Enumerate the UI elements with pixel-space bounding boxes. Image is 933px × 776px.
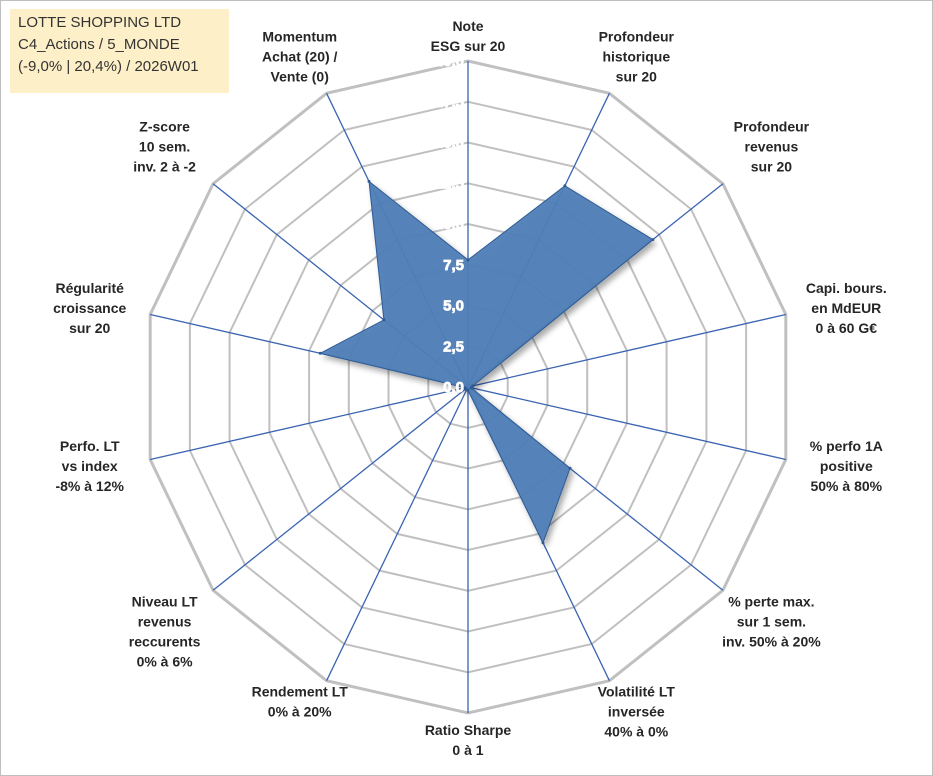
axis-label-line: Profondeur (734, 119, 810, 135)
axis-label-2: Profondeur revenus sur 20 (734, 119, 810, 175)
title-line-category: C4_Actions / 5_MONDE (18, 36, 180, 53)
axis-label-line: Niveau LT (132, 593, 198, 609)
axis-label-0: Note ESG sur 20 (431, 18, 506, 54)
axis-label-line: -8% à 12% (55, 478, 124, 494)
data-point-0 (466, 258, 470, 262)
axis-label-line: 0 à 60 G€ (816, 320, 878, 336)
data-point-13 (367, 179, 371, 183)
tick-label: 15,0 (435, 135, 464, 152)
data-point-1 (563, 184, 567, 188)
axis-label-line: Perfo. LT (60, 438, 120, 454)
data-point-10 (463, 386, 467, 390)
axis-label-line: Vente (0) (271, 68, 329, 84)
axis-label-line: revenus (745, 139, 799, 155)
tick-label: 0,0 (443, 379, 464, 396)
axis-label-line: Momentum (262, 28, 337, 44)
axis-label-3: Capi. bours. en MdEUR 0 à 60 G€ (806, 280, 887, 336)
axis-label-line: inversée (608, 704, 665, 720)
axis-label-12: Z-score 10 sem. inv. 2 à -2 (133, 119, 196, 175)
axis-label-line: Achat (20) / (262, 48, 338, 64)
axis-label-6: Volatilité LT inversée 40% à 0% (598, 684, 676, 740)
axis-label-13: Momentum Achat (20) / Vente (0) (262, 28, 338, 84)
spoke (326, 386, 469, 681)
axis-label-line: Volatilité LT (598, 684, 676, 700)
axis-label-line: revenus (138, 613, 192, 629)
axis-label-5: % perte max. sur 1 sem. inv. 50% à 20% (722, 593, 821, 649)
axis-label-8: Rendement LT 0% à 20% (252, 684, 349, 720)
axis-label-11: Régularité croissance sur 20 (53, 280, 126, 336)
data-point-5 (568, 466, 572, 470)
axis-label-line: 10 sem. (139, 139, 190, 155)
axis-label-line: Z-score (139, 119, 190, 135)
axis-label-9: Niveau LT revenus reccurents 0% à 6% (129, 593, 201, 669)
axis-label-line: Régularité (55, 280, 124, 296)
spoke (212, 386, 469, 591)
spoke (467, 313, 786, 388)
axis-label-line: vs index (62, 458, 118, 474)
series-points (318, 179, 655, 545)
spoke (467, 386, 786, 461)
axis-label-line: inv. 50% à 20% (722, 633, 821, 649)
axis-label-line: Ratio Sharpe (425, 722, 512, 738)
title-box: LOTTE SHOPPING LTD C4_Actions / 5_MONDE … (10, 9, 229, 93)
axis-label-line: Rendement LT (252, 684, 349, 700)
axis-label-line: sur 20 (69, 320, 110, 336)
title-line-range: (-9,0% | 20,4%) / 2026W01 (18, 58, 199, 75)
axis-label-line: 0% à 6% (137, 653, 194, 669)
axis-label-line: Note (452, 18, 483, 34)
data-point-2 (651, 238, 655, 242)
axis-label-line: ESG sur 20 (431, 38, 506, 54)
axis-label-line: en MdEUR (811, 300, 881, 316)
axis-label-line: Capi. bours. (806, 280, 887, 296)
tick-label: 2,5 (443, 338, 464, 355)
axis-label-10: Perfo. LT vs index -8% à 12% (55, 438, 124, 494)
data-point-6 (541, 541, 545, 545)
series-area (318, 180, 654, 544)
data-point-12 (382, 318, 386, 322)
axis-label-7: Ratio Sharpe 0 à 1 (425, 722, 512, 758)
axis-label-line: 0% à 20% (268, 704, 332, 720)
title-line-company: LOTTE SHOPPING LTD (18, 14, 182, 31)
tick-label: 12,5 (435, 175, 464, 192)
tick-label: 17,5 (435, 94, 464, 111)
tick-labels: 0,0 2,5 5,0 7,5 10,0 12,5 15,0 17,5 20,0 (434, 53, 464, 397)
axis-label-line: % perte max. (728, 593, 814, 609)
axis-label-line: croissance (53, 300, 126, 316)
axis-label-line: 40% à 0% (604, 724, 668, 740)
axis-label-line: positive (820, 458, 873, 474)
axis-label-line: reccurents (129, 633, 201, 649)
axis-label-4: % perfo 1A positive 50% à 80% (810, 438, 883, 494)
axis-label-line: 50% à 80% (810, 478, 882, 494)
axis-label-line: inv. 2 à -2 (133, 159, 196, 175)
tick-label: 5,0 (443, 298, 464, 315)
tick-label: 10,0 (435, 216, 464, 233)
axis-label-line: sur 20 (616, 68, 657, 84)
spoke (150, 386, 469, 461)
axis-label-line: historique (602, 48, 670, 64)
axis-label-line: sur 1 sem. (737, 613, 806, 629)
axis-labels: Note ESG sur 20 Profondeur historique sur 20… (53, 18, 887, 758)
axis-label-line: Profondeur (599, 28, 675, 44)
tick-label: 7,5 (443, 257, 464, 274)
tick-label: 20,0 (435, 53, 464, 70)
data-point-4 (469, 386, 473, 390)
axis-label-1: Profondeur historique sur 20 (599, 28, 675, 84)
axis-label-line: % perfo 1A (810, 438, 883, 454)
axis-label-line: 0 à 1 (452, 742, 483, 758)
data-point-11 (318, 351, 322, 355)
axis-label-line: sur 20 (751, 159, 792, 175)
